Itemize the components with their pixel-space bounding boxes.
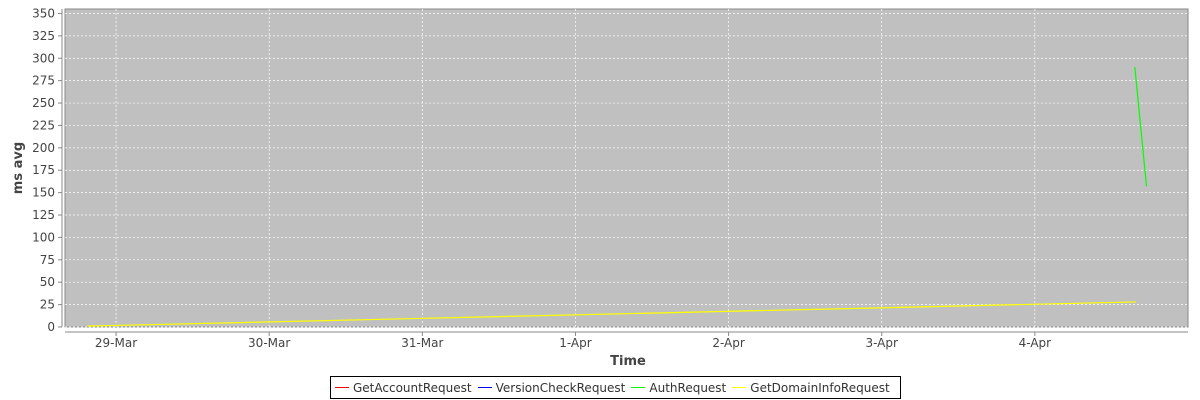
legend-item: GetDomainInfoRequest [732, 380, 890, 395]
series-line-GetDomainInfoRequest [87, 301, 1136, 327]
x-tick-label: 4-Apr [1019, 336, 1052, 350]
x-tick-label: 1-Apr [559, 336, 592, 350]
x-axis-label: Time [610, 354, 646, 369]
y-tick-label: 100 [32, 230, 55, 244]
y-tick-label: 350 [32, 6, 55, 20]
series-line-AuthRequest [1134, 67, 1148, 187]
legend-item: VersionCheckRequest [477, 380, 626, 395]
legend-label: AuthRequest [649, 380, 727, 395]
x-tick-label: 31-Mar [401, 336, 443, 350]
y-tick-label: 325 [32, 29, 55, 43]
legend-label: GetAccountRequest [353, 380, 472, 395]
y-tick-label: 150 [32, 186, 55, 200]
y-tick-label: 175 [32, 163, 55, 177]
y-tick-label: 250 [32, 96, 55, 110]
plot-area [64, 8, 1189, 328]
legend-swatch [477, 387, 492, 388]
x-tick-label: 30-Mar [248, 336, 290, 350]
y-tick-label: 25 [40, 298, 55, 312]
legend-swatch [335, 387, 349, 388]
chart: 0 25 50 75 100 125 150 175 200 225 250 275 300 325 350… [11, 6, 1189, 369]
x-tick-label: 29-Mar [95, 336, 137, 350]
y-tick-label: 0 [47, 320, 55, 334]
y-axis-label: ms avg [11, 142, 26, 194]
legend-swatch [732, 387, 747, 388]
y-tick-label: 200 [32, 141, 55, 155]
y-tick-label: 50 [40, 275, 55, 289]
legend-item: GetAccountRequest [335, 381, 472, 395]
legend-item: AuthRequest [631, 381, 726, 395]
y-tick-label: 125 [32, 208, 55, 222]
legend-swatch [631, 387, 646, 388]
y-tick-label: 225 [32, 118, 55, 132]
y-tick-label: 300 [32, 51, 55, 65]
x-tick-label: 3-Apr [865, 336, 898, 350]
x-tick-label: 2-Apr [712, 336, 745, 350]
y-tick-label: 275 [32, 74, 55, 88]
legend-label: GetDomainInfoRequest [750, 380, 890, 395]
y-tick-label: 75 [40, 253, 55, 267]
legend-label: VersionCheckRequest [495, 380, 626, 395]
legend: GetAccountRequest VersionCheckRequest Auth… [330, 376, 901, 399]
